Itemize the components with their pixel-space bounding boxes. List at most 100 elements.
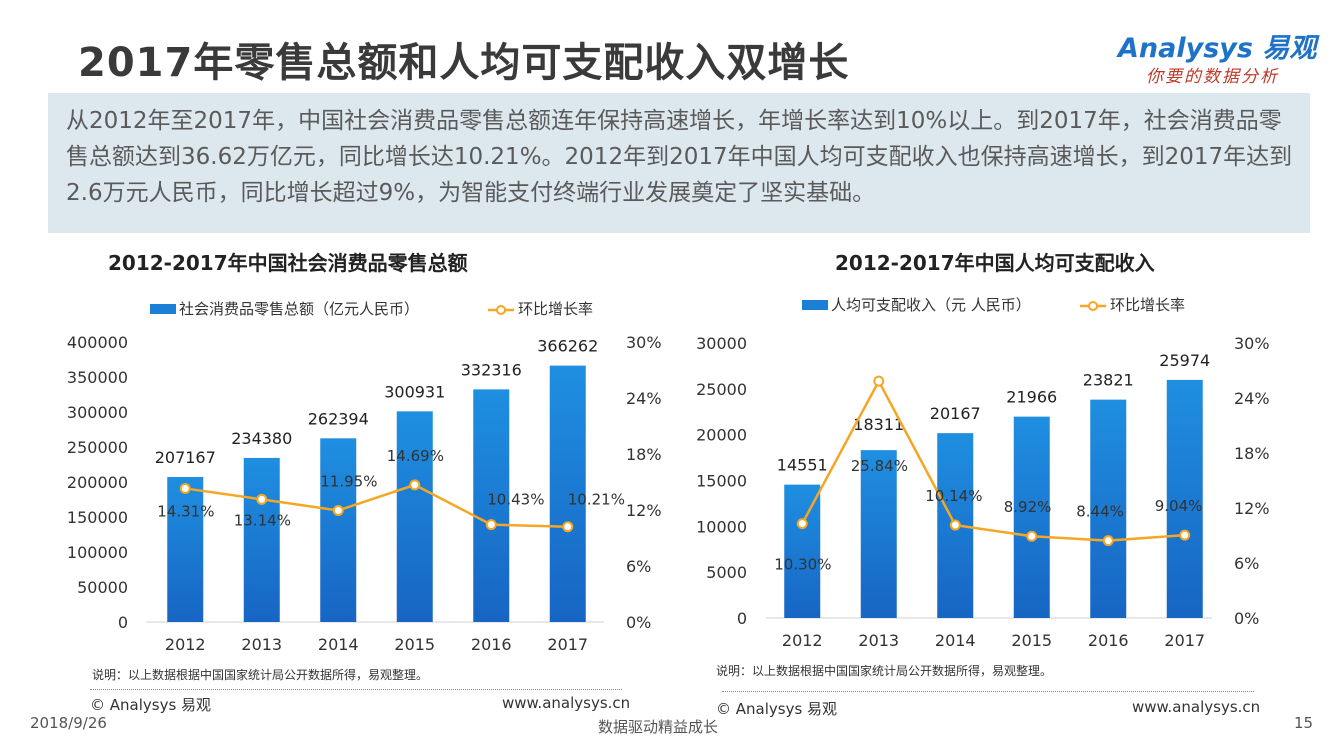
x-tick-label: 2014 (318, 635, 359, 654)
growth-rate-point (332, 504, 344, 516)
logo-slogan: 你要的数据分析 (1146, 67, 1279, 87)
bar (320, 438, 357, 622)
growth-rate-label: 10.43% (487, 491, 544, 509)
y-right-tick-label: 30% (1234, 334, 1270, 353)
legend-line-label: 环比增长率 (1110, 296, 1185, 314)
legend-bar-label: 社会消费品零售总额（亿元人民币） (179, 300, 419, 318)
x-tick-label: 2013 (241, 635, 282, 654)
legend-line-marker (496, 305, 506, 315)
legend-line-marker (1088, 301, 1098, 311)
growth-rate-point (485, 519, 497, 531)
bar-value-label: 14551 (777, 456, 828, 475)
bar-value-label: 366262 (537, 337, 598, 356)
y-left-tick-label: 0 (118, 613, 128, 632)
x-tick-label: 2016 (1088, 631, 1129, 650)
growth-rate-label: 25.84% (851, 457, 908, 475)
y-left-tick-label: 200000 (67, 473, 128, 492)
footer-divider-left (90, 689, 622, 690)
growth-rate-label: 11.95% (320, 472, 377, 490)
bar (1166, 379, 1203, 618)
footer-copyright-left: © Analysys 易观 (90, 696, 212, 714)
data-source-note-left: 说明：以上数据根据中国国家统计局公开数据所得，易观整理。 (92, 668, 429, 682)
growth-rate-label: 8.44% (1076, 503, 1124, 521)
y-left-tick-label: 5000 (706, 563, 747, 582)
footer-copyright-right: © Analysys 易观 (716, 700, 838, 718)
y-left-tick-label: 15000 (696, 472, 747, 491)
growth-rate-point (1102, 535, 1114, 547)
growth-rate-point (1026, 530, 1038, 542)
bar (167, 476, 204, 622)
summary-text: 从2012年至2017年，中国社会消费品零售总额连年保持高速增长，年增长率达到1… (48, 93, 1310, 233)
y-left-tick-label: 30000 (696, 334, 747, 353)
bar (396, 411, 433, 622)
legend-line-label: 环比增长率 (518, 300, 593, 318)
x-tick-label: 2016 (471, 635, 512, 654)
footer-website-left: www.analysys.cn (502, 694, 631, 712)
chart-title-retail: 2012-2017年中国社会消费品零售总额 (108, 251, 468, 275)
growth-rate-point (562, 521, 574, 533)
y-left-tick-label: 300000 (67, 403, 128, 422)
growth-rate-point (179, 482, 191, 494)
y-right-tick-label: 0% (626, 613, 651, 632)
bar-value-label: 25974 (1159, 351, 1210, 370)
data-source-note-right: 说明：以上数据根据中国国家统计局公开数据所得，易观整理。 (716, 664, 1053, 678)
x-tick-label: 2017 (547, 635, 588, 654)
report-date: 2018/9/26 (30, 714, 107, 732)
growth-rate-label: 14.31% (157, 502, 214, 520)
growth-rate-point (1179, 529, 1191, 541)
bar-value-label: 23821 (1083, 371, 1134, 390)
bar (549, 365, 586, 622)
y-right-tick-label: 0% (1234, 609, 1259, 628)
growth-rate-point (796, 518, 808, 530)
x-tick-label: 2015 (394, 635, 435, 654)
bar-value-label: 21966 (1006, 388, 1057, 407)
growth-rate-point (949, 519, 961, 531)
legend-bar-label: 人均可支配收入（元 人民币） (831, 296, 1031, 314)
footer-website-right: www.analysys.cn (1132, 698, 1261, 716)
bar-value-label: 207167 (155, 448, 216, 467)
y-left-tick-label: 350000 (67, 368, 128, 387)
analysys-logo: Analysys 易观 你要的数据分析 (1118, 26, 1316, 90)
growth-rate-label: 9.04% (1155, 497, 1203, 515)
bar (784, 484, 821, 618)
y-right-tick-label: 18% (626, 445, 662, 464)
growth-rate-line (185, 483, 568, 528)
growth-rate-label: 13.14% (234, 511, 291, 529)
y-left-tick-label: 25000 (696, 380, 747, 399)
y-left-tick-label: 400000 (67, 333, 128, 352)
page-title: 2017年零售总额和人均可支配收入双增长 (78, 40, 850, 86)
bar-value-label: 332316 (461, 360, 522, 379)
y-left-tick-label: 100000 (67, 543, 128, 562)
y-left-tick-label: 20000 (696, 426, 747, 445)
bar (1090, 399, 1127, 618)
bar (860, 450, 897, 618)
y-right-tick-label: 12% (1234, 499, 1270, 518)
growth-rate-point (256, 493, 268, 505)
growth-rate-point (873, 375, 885, 387)
y-right-tick-label: 24% (626, 389, 662, 408)
growth-rate-label: 10.21% (568, 491, 625, 509)
x-tick-label: 2014 (935, 631, 976, 650)
growth-rate-label: 10.14% (925, 487, 982, 505)
chart-title-income: 2012-2017年中国人均可支配收入 (835, 251, 1155, 275)
growth-rate-label: 8.92% (1004, 498, 1052, 516)
growth-rate-label: 10.30% (774, 556, 831, 574)
legend-bar-swatch (150, 304, 176, 314)
bar (473, 389, 510, 622)
bar-value-label: 18311 (853, 415, 904, 434)
legend-bar-swatch (802, 300, 828, 310)
x-tick-label: 2015 (1011, 631, 1052, 650)
tagline: 数据驱动精益成长 (598, 718, 719, 736)
x-tick-label: 2012 (165, 635, 206, 654)
bar-value-label: 20167 (930, 404, 981, 423)
bar-value-label: 300931 (384, 382, 445, 401)
x-tick-label: 2013 (858, 631, 899, 650)
footer-divider-right (722, 691, 1254, 692)
y-left-tick-label: 250000 (67, 438, 128, 457)
y-left-tick-label: 10000 (696, 517, 747, 536)
growth-rate-label: 14.69% (387, 447, 444, 465)
growth-rate-line (801, 378, 1185, 542)
growth-rate-point (409, 479, 421, 491)
y-left-tick-label: 0 (737, 609, 747, 628)
y-right-tick-label: 18% (1234, 444, 1270, 463)
